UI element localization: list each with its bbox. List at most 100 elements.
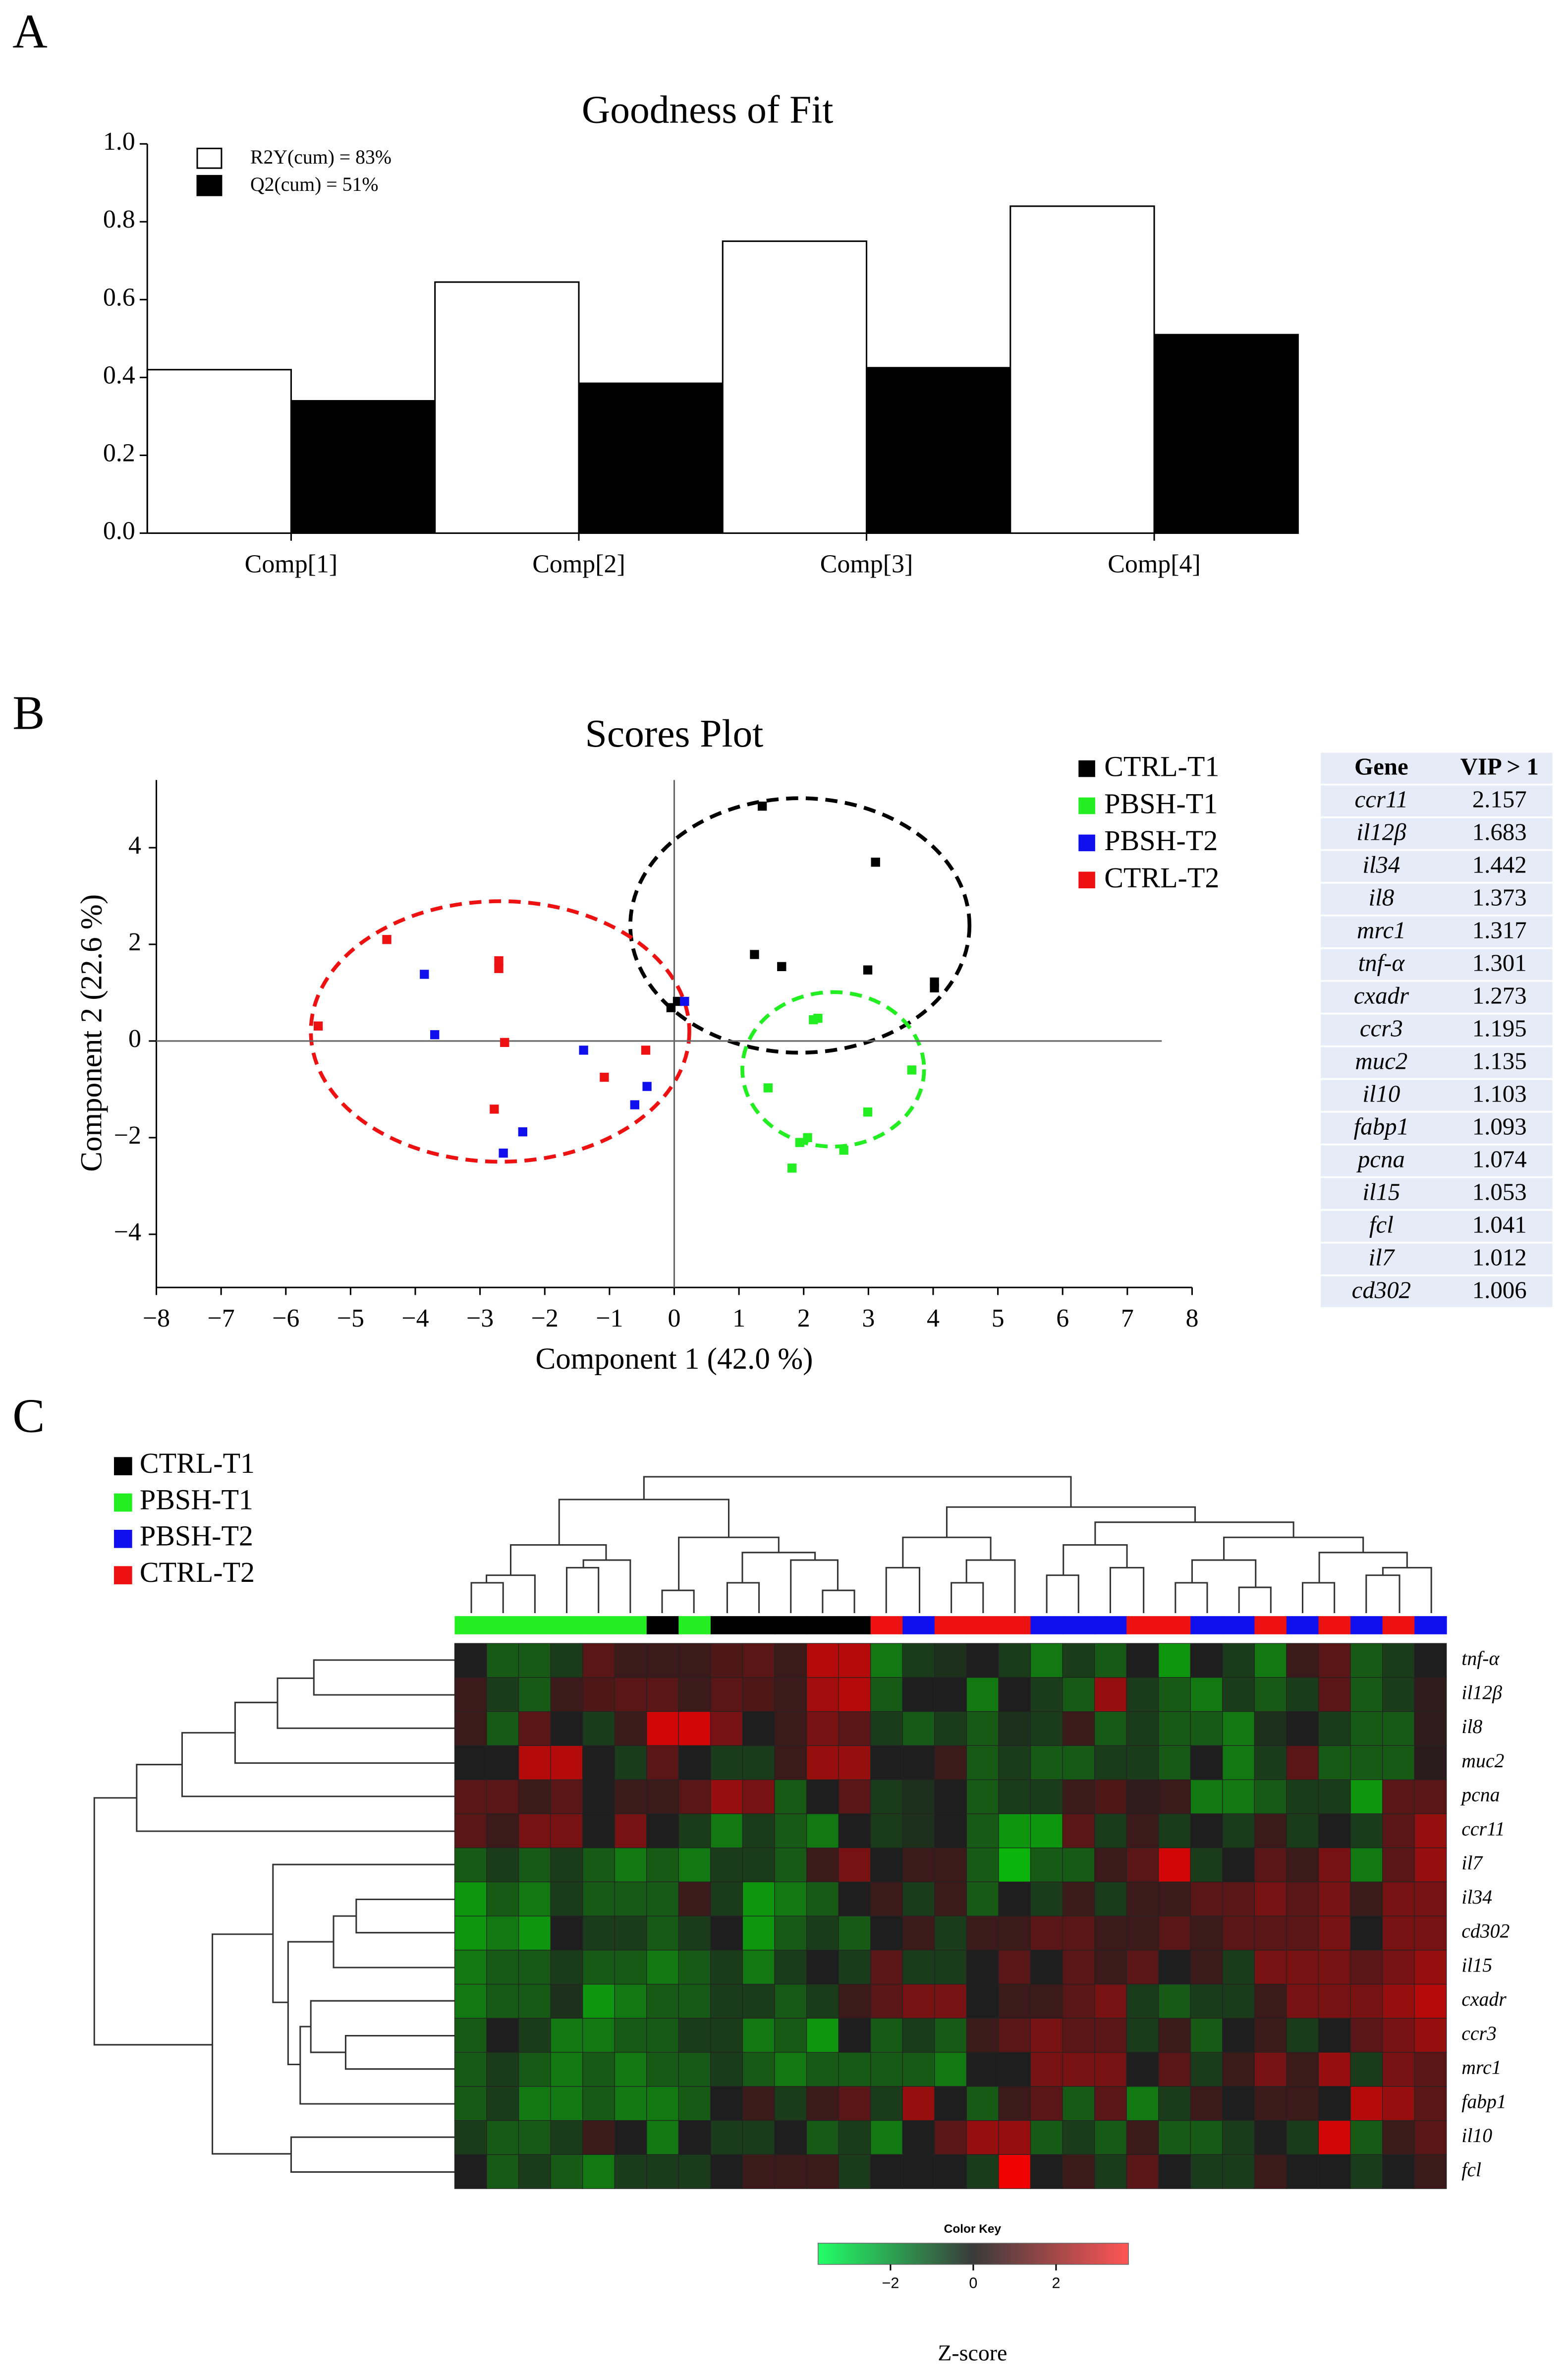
heat-cell — [1062, 1881, 1095, 1916]
heat-cell — [678, 2018, 711, 2053]
row-label: cxadr — [1461, 1988, 1507, 2010]
heat-cell — [806, 2154, 839, 2189]
heat-cell — [1222, 2018, 1255, 2053]
heat-cell — [678, 1881, 711, 1916]
heat-cell — [966, 1813, 999, 1849]
heat-cell — [1094, 1745, 1127, 1780]
heat-cell — [1158, 2018, 1191, 2053]
heat-cell — [1126, 1643, 1159, 1678]
heat-cell — [518, 1677, 551, 1712]
heat-cell — [1318, 1711, 1351, 1746]
table-cell: il7 — [1369, 1244, 1396, 1271]
y-tick-label: 1.0 — [103, 127, 135, 156]
heat-cell — [1126, 2052, 1159, 2087]
heat-cell — [646, 1950, 679, 1985]
heat-cell — [806, 1711, 839, 1746]
heat-cell — [1158, 1915, 1191, 1951]
point — [490, 1104, 499, 1114]
heat-cell — [1254, 1881, 1287, 1916]
heat-cell — [870, 1745, 903, 1780]
panel-label: C — [12, 1389, 45, 1443]
heat-cell — [550, 2018, 583, 2053]
bar — [146, 369, 292, 534]
heat-cell — [1382, 1677, 1415, 1712]
heat-cell — [646, 2018, 679, 2053]
x-tick-label: −1 — [596, 1304, 623, 1333]
heat-cell — [934, 2120, 967, 2155]
heat-cell — [1190, 1711, 1223, 1746]
heat-cell — [1126, 1881, 1159, 1916]
point — [500, 1038, 509, 1047]
heat-cell — [1126, 2086, 1159, 2121]
heat-cell — [742, 1983, 775, 2019]
heat-cell — [454, 1950, 487, 1985]
heat-cell — [838, 1711, 871, 1746]
table-cell: 1.006 — [1472, 1276, 1527, 1304]
heat-cell — [550, 1881, 583, 1916]
heat-cell — [486, 2086, 519, 2121]
table-cell: il15 — [1362, 1178, 1400, 1206]
heat-cell — [454, 1881, 487, 1916]
column-group — [1222, 1616, 1255, 1634]
heat-cell — [774, 1779, 807, 1814]
y-axis-label: Component 2 (22.6 %) — [75, 894, 108, 1172]
x-tick-label: 7 — [1121, 1304, 1134, 1333]
heat-cell — [1286, 1813, 1319, 1849]
heat-cell — [1094, 2052, 1127, 2087]
heat-cell — [998, 1779, 1031, 1814]
heat-cell — [454, 2154, 487, 2189]
heat-cell — [550, 1745, 583, 1780]
x-tick-label: 3 — [862, 1304, 875, 1333]
heat-cell — [614, 1745, 647, 1780]
heat-cell — [614, 1779, 647, 1814]
table-row — [1321, 1211, 1553, 1242]
heat-cell — [1414, 1881, 1447, 1916]
column-group — [487, 1616, 519, 1634]
heat-cell — [1318, 2154, 1351, 2189]
heat-cell — [486, 1950, 519, 1985]
heat-cell — [838, 1983, 871, 2019]
point — [382, 935, 392, 944]
bar — [722, 240, 868, 534]
row-label: ccr3 — [1461, 2023, 1497, 2044]
legend-swatch — [113, 1493, 132, 1512]
row-label: pcna — [1460, 1784, 1500, 1806]
heat-cell — [966, 2086, 999, 2121]
heat-cell — [1286, 1915, 1319, 1951]
row-label: tnf-α — [1461, 1648, 1500, 1670]
heat-cell — [1094, 1711, 1127, 1746]
heat-cell — [678, 1915, 711, 1951]
heat-cell — [966, 1779, 999, 1814]
heat-cell — [614, 1711, 647, 1746]
x-tick-label: −5 — [337, 1304, 364, 1333]
heat-cell — [614, 1813, 647, 1849]
column-group — [454, 1616, 487, 1634]
heat-cell — [550, 1643, 583, 1678]
point — [930, 983, 939, 992]
table-cell: pcna — [1356, 1146, 1405, 1173]
heat-cell — [774, 2120, 807, 2155]
heat-cell — [1030, 1677, 1063, 1712]
heat-cell — [486, 1745, 519, 1780]
heat-cell — [1414, 1745, 1447, 1780]
heat-cell — [902, 1950, 935, 1985]
heat-cell — [550, 1983, 583, 2019]
heat-cell — [646, 2086, 679, 2121]
heat-cell — [1318, 1950, 1351, 1985]
heat-cell — [998, 2052, 1031, 2087]
heat-cell — [934, 1915, 967, 1951]
colorbar-tick-label: −2 — [882, 2275, 899, 2292]
heat-cell — [646, 1881, 679, 1916]
table-cell: 1.683 — [1472, 818, 1527, 846]
heat-cell — [1190, 1847, 1223, 1882]
heat-cell — [518, 1847, 551, 1882]
point — [430, 1030, 440, 1040]
table-cell: cd302 — [1352, 1276, 1411, 1304]
table-cell: 1.273 — [1472, 982, 1527, 1009]
heat-cell — [934, 2086, 967, 2121]
heat-cell — [806, 1950, 839, 1985]
heat-cell — [870, 1813, 903, 1849]
heat-cell — [1190, 2052, 1223, 2087]
heat-cell — [1350, 1643, 1383, 1678]
bar — [1009, 205, 1155, 534]
